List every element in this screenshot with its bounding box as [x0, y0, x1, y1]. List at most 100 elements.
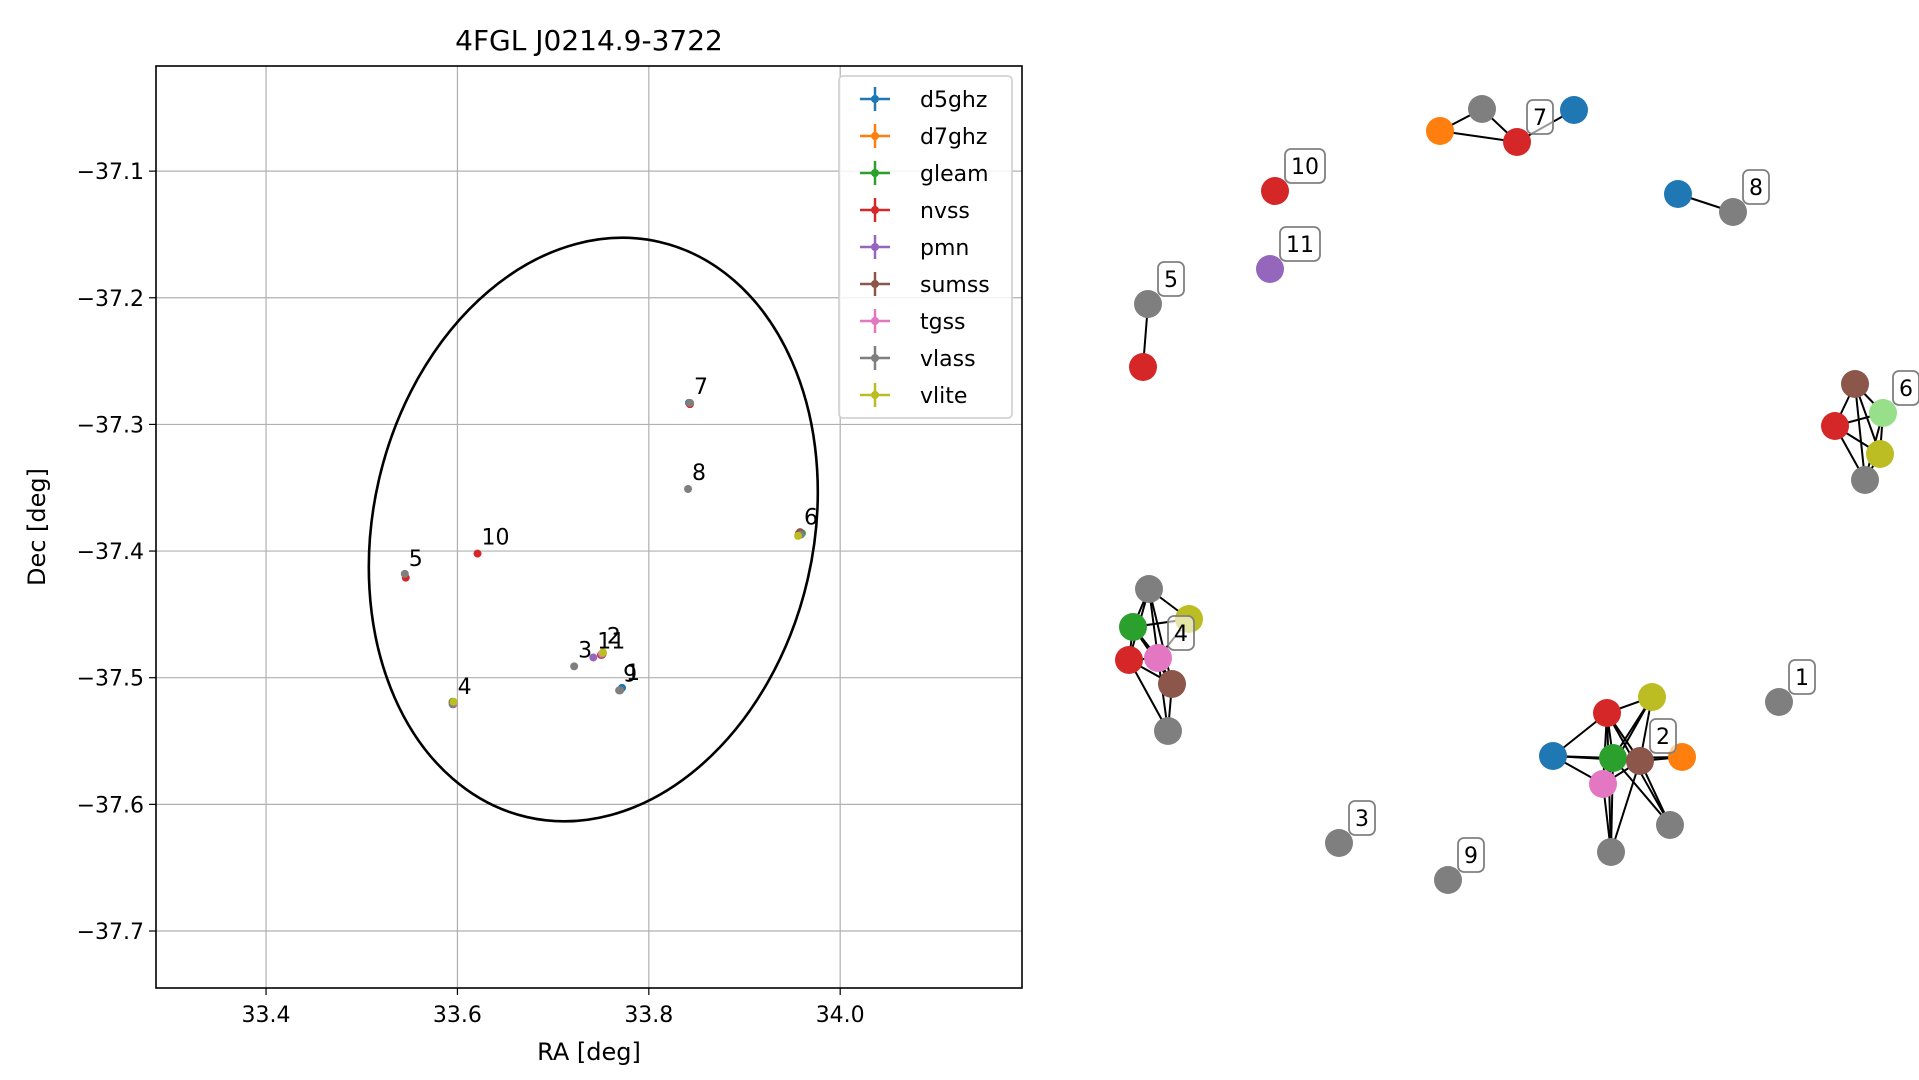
- node-label-text: 6: [1899, 377, 1913, 402]
- network-node: [1866, 440, 1894, 468]
- y-tick-label: −37.7: [77, 920, 144, 945]
- network-node: [1539, 742, 1567, 770]
- node-label-text: 8: [1749, 176, 1763, 201]
- ticks-layer: 33.4 33.6 33.8 34.0 −37.1 −37.2 −37.3 −37.4 −37.…: [77, 160, 865, 1028]
- source-label: 2: [607, 624, 621, 649]
- network-node: [1597, 838, 1625, 866]
- node-label: 10: [1284, 148, 1326, 184]
- node-label: 6: [1892, 370, 1919, 406]
- legend-label: vlite: [920, 384, 967, 409]
- plot-title: 4FGL J0214.9-3722: [455, 24, 723, 57]
- network-node: [1119, 613, 1147, 641]
- node-label-box: [1167, 615, 1195, 651]
- node-label-text: 11: [1286, 233, 1314, 258]
- legend-label: pmn: [920, 236, 969, 261]
- legend-marker: [871, 206, 879, 214]
- network-edge: [1854, 383, 1866, 481]
- legend-item: pmn: [860, 235, 969, 261]
- source-label: 4: [458, 675, 472, 700]
- node-label-text: 2: [1656, 725, 1670, 750]
- network-edge: [1610, 757, 1614, 853]
- network-node: [1154, 717, 1182, 745]
- x-tick-label: 33.4: [242, 1003, 291, 1028]
- network-node: [1503, 128, 1531, 156]
- network-node: [1593, 699, 1621, 727]
- legend-marker: [871, 95, 879, 103]
- network-node: [1656, 811, 1684, 839]
- plot-frame: [155, 65, 1023, 989]
- node-label-box: [1279, 226, 1321, 262]
- y-tick-label: −37.4: [77, 540, 144, 565]
- network-node: [1599, 744, 1627, 772]
- network-edge: [1148, 588, 1173, 685]
- node-label-box: [1457, 837, 1485, 873]
- labels-layer: 123 4 5 6 7 8 9 10 11: [409, 375, 818, 700]
- y-tick-label: −37.1: [77, 160, 144, 185]
- network-node: [1325, 829, 1353, 857]
- node-label-text: 5: [1164, 268, 1178, 293]
- node-label: 2: [1649, 718, 1677, 754]
- node-label-box: [1157, 261, 1185, 297]
- vlite-point: [598, 648, 607, 657]
- network-node: [1821, 412, 1849, 440]
- y-tick-label: −37.5: [77, 667, 144, 692]
- error-ellipse: [367, 236, 820, 823]
- legend-label: sumss: [920, 273, 990, 298]
- network-node: [1135, 575, 1163, 603]
- network-node: [1841, 370, 1869, 398]
- network-node: [1869, 399, 1897, 427]
- x-axis-label: RA [deg]: [537, 1038, 641, 1066]
- network-node: [1589, 770, 1617, 798]
- legend-marker: [871, 132, 879, 140]
- node-label-box: [1649, 718, 1677, 754]
- nvss-point: [473, 549, 482, 558]
- source-label: 10: [482, 526, 510, 551]
- vlass-point: [615, 686, 624, 695]
- node-label: 8: [1742, 169, 1770, 205]
- pmn-point: [589, 653, 598, 662]
- ellipse-layer: [367, 236, 820, 823]
- vlass-point: [400, 569, 409, 578]
- network-node: [1434, 866, 1462, 894]
- vlass-point: [684, 485, 693, 494]
- y-tick-label: −37.2: [77, 287, 144, 312]
- legend-marker: [871, 169, 879, 177]
- legend-item: d7ghz: [860, 124, 987, 150]
- node-label-text: 7: [1533, 106, 1547, 131]
- network-edge: [1612, 757, 1671, 826]
- node-label-text: 10: [1291, 155, 1319, 180]
- network-node: [1144, 644, 1172, 672]
- node-label-box: [1284, 148, 1326, 184]
- node-label-box: [1742, 169, 1770, 205]
- network-node: [1560, 96, 1588, 124]
- points-layer: [400, 398, 806, 709]
- legend-label: nvss: [920, 199, 970, 224]
- network-node: [1256, 255, 1284, 283]
- network-node: [1426, 117, 1454, 145]
- node-label-box: [1892, 370, 1919, 406]
- network-panel: 1 9 3 8 10 11 5 7 6 4 2: [1115, 95, 1919, 894]
- legend-item: vlass: [860, 346, 976, 372]
- nodes-layer: [1115, 95, 1897, 894]
- network-node: [1158, 670, 1186, 698]
- vlass-point: [570, 662, 579, 671]
- scatter-panel: 4FGL J0214.9-3722 123 4 5 6 7 8 9 10 11 33.4 33.6…: [23, 24, 1023, 1066]
- legend-marker: [871, 280, 879, 288]
- node-label-box: [1788, 659, 1816, 695]
- y-tick-label: −37.3: [77, 413, 144, 438]
- network-node: [1129, 353, 1157, 381]
- y-axis-label: Dec [deg]: [23, 468, 51, 586]
- vlite-point: [449, 697, 458, 706]
- legend-label: d7ghz: [920, 125, 987, 150]
- network-node: [1115, 646, 1143, 674]
- source-label: 9: [623, 662, 637, 687]
- legend-item: vlite: [860, 383, 967, 409]
- node-label-box: [1348, 800, 1376, 836]
- node-label-text: 1: [1795, 666, 1809, 691]
- vlite-point: [794, 531, 803, 540]
- node-label-box: [1526, 99, 1554, 135]
- node-label: 5: [1157, 261, 1185, 297]
- y-tick-label: −37.6: [77, 793, 144, 818]
- x-tick-label: 33.6: [433, 1003, 482, 1028]
- network-node: [1626, 747, 1654, 775]
